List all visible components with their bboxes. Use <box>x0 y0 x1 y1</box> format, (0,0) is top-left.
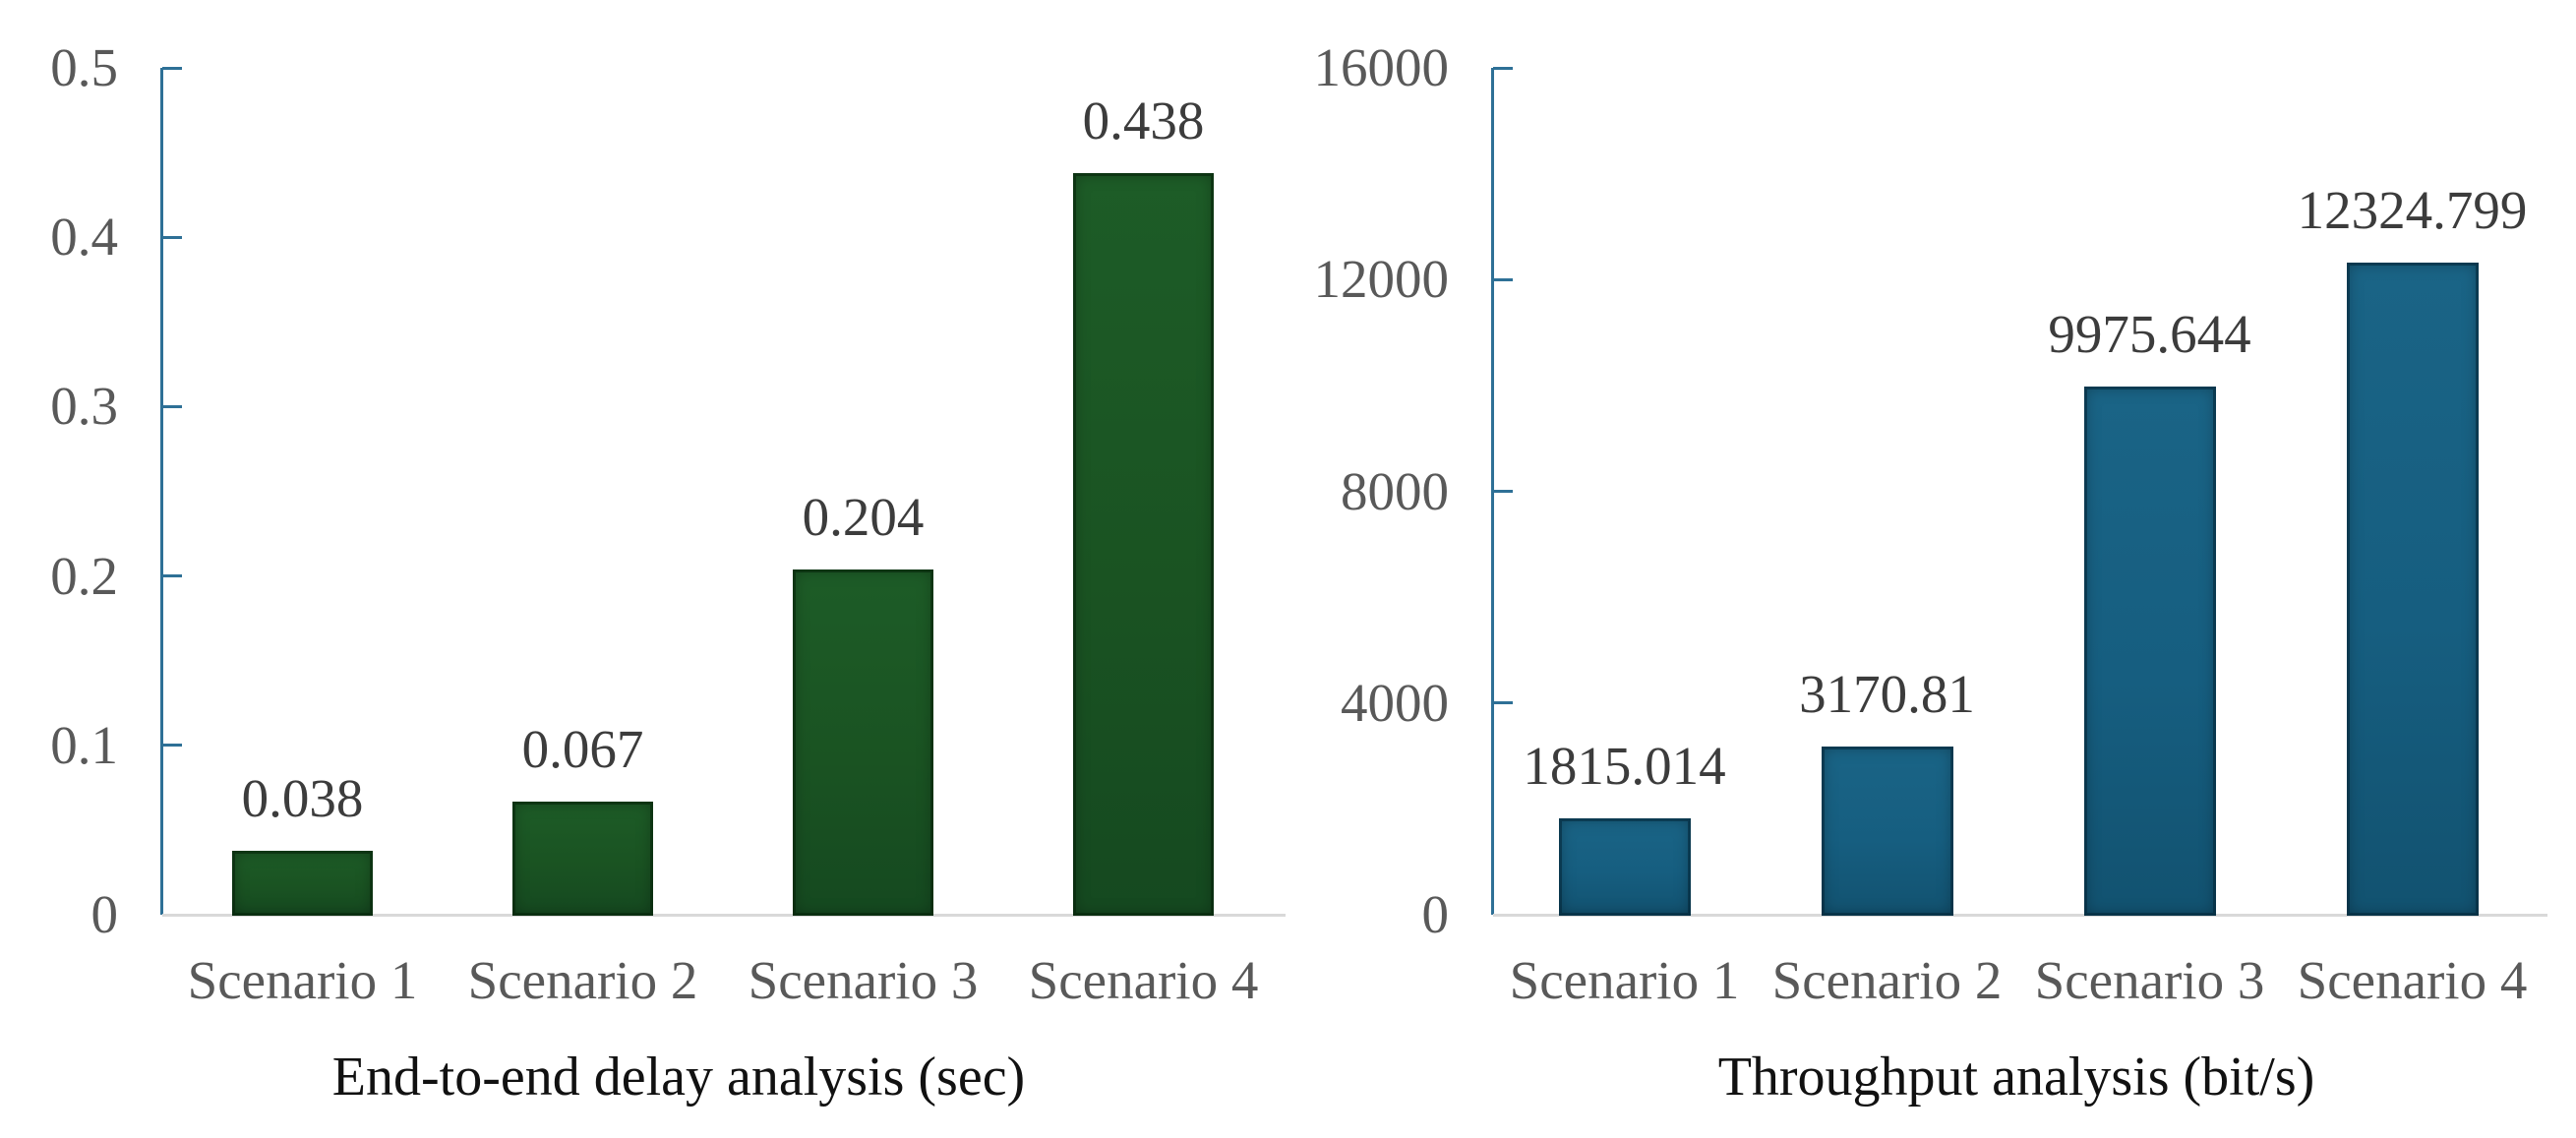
y-tick-label: 0.1 <box>50 714 118 775</box>
y-tick-label: 4000 <box>1341 672 1449 733</box>
y-tick-label: 0.5 <box>50 37 118 97</box>
bar-value-label: 3170.81 <box>1799 664 1975 725</box>
y-tick <box>162 66 182 70</box>
y-tick <box>1493 701 1513 705</box>
category-label: Scenario 4 <box>1028 950 1259 1010</box>
y-tick-label: 0 <box>90 884 119 944</box>
bar <box>793 569 933 917</box>
bar <box>1073 172 1214 917</box>
y-tick <box>162 744 182 748</box>
chart-title: End-to-end delay analysis (sec) <box>331 1047 1026 1108</box>
category-label: Scenario 2 <box>1771 950 2003 1010</box>
category-label: Scenario 3 <box>748 950 979 1010</box>
y-axis-line <box>1491 68 1494 915</box>
x-axis-line <box>1493 913 2547 917</box>
y-tick <box>1493 277 1513 281</box>
y-tick-label: 12000 <box>1313 249 1450 310</box>
category-label: Scenario 1 <box>1509 950 1740 1010</box>
bar <box>1821 747 1953 917</box>
chart-title: Throughput analysis (bit/s) <box>1717 1047 2315 1108</box>
bar-value-label: 0.067 <box>521 718 644 779</box>
bar <box>512 801 653 917</box>
bar-value-label: 0.204 <box>802 486 925 547</box>
y-tick-label: 8000 <box>1341 460 1449 521</box>
bar-value-label: 0.038 <box>241 767 364 828</box>
y-tick <box>1493 490 1513 493</box>
bar-value-label: 9975.644 <box>2048 304 2251 365</box>
category-label: Scenario 4 <box>2297 950 2528 1010</box>
bar <box>2346 262 2479 917</box>
y-tick <box>162 574 182 578</box>
y-tick <box>162 235 182 239</box>
bar <box>1558 818 1691 917</box>
y-tick <box>1493 66 1513 70</box>
y-tick-label: 0.2 <box>50 545 118 606</box>
y-tick-label: 16000 <box>1313 37 1450 97</box>
y-axis-line <box>160 68 163 915</box>
category-label: Scenario 3 <box>2034 950 2265 1010</box>
category-label: Scenario 2 <box>467 950 698 1010</box>
bar <box>2083 387 2216 917</box>
bar <box>232 850 373 917</box>
y-tick-label: 0.3 <box>50 376 118 437</box>
y-tick-label: 0 <box>1421 884 1450 944</box>
category-label: Scenario 1 <box>187 950 418 1010</box>
bar-value-label: 12324.799 <box>2297 179 2528 240</box>
x-axis-line <box>162 913 1286 917</box>
bar-value-label: 1815.014 <box>1523 736 1726 797</box>
bar-value-label: 0.438 <box>1082 90 1205 150</box>
y-tick <box>162 404 182 408</box>
y-tick-label: 0.4 <box>50 207 118 268</box>
